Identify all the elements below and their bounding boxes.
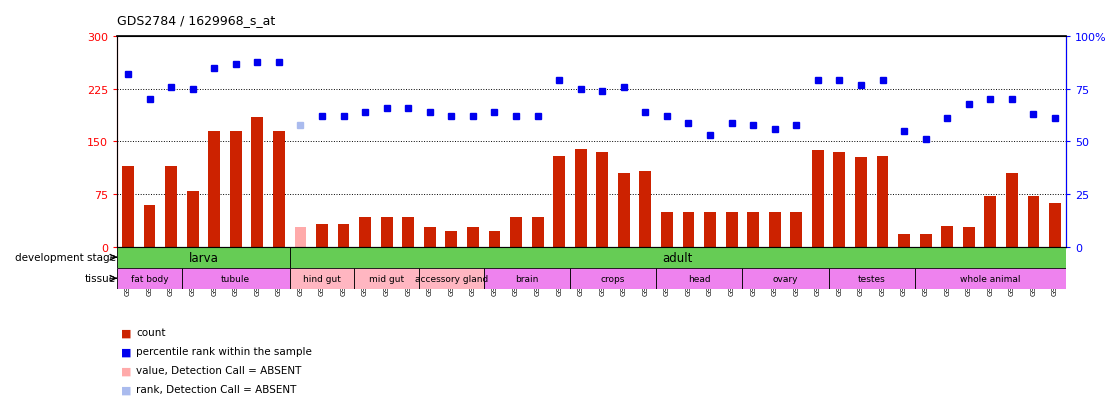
Text: ■: ■ xyxy=(121,385,131,394)
Bar xyxy=(570,268,656,289)
Text: mid gut: mid gut xyxy=(369,274,404,283)
Text: testes: testes xyxy=(858,274,886,283)
Text: whole animal: whole animal xyxy=(960,274,1020,283)
Bar xyxy=(656,268,742,289)
Text: larva: larva xyxy=(189,251,219,264)
Bar xyxy=(920,235,932,247)
Bar xyxy=(117,268,182,289)
Bar xyxy=(1049,204,1061,247)
Text: crops: crops xyxy=(600,274,625,283)
Bar xyxy=(554,156,565,247)
Text: rank, Detection Call = ABSENT: rank, Detection Call = ABSENT xyxy=(136,385,297,394)
Bar xyxy=(531,218,543,247)
Text: ■: ■ xyxy=(121,328,131,337)
Bar xyxy=(230,132,242,247)
Text: hind gut: hind gut xyxy=(304,274,340,283)
Text: brain: brain xyxy=(516,274,539,283)
Bar xyxy=(295,228,307,247)
Bar xyxy=(355,268,418,289)
Bar xyxy=(876,156,888,247)
Bar xyxy=(165,166,177,247)
Bar xyxy=(209,132,220,247)
Bar xyxy=(683,212,694,247)
Bar xyxy=(144,205,155,247)
Text: ■: ■ xyxy=(121,347,131,356)
Text: tissue: tissue xyxy=(85,274,116,284)
Bar xyxy=(290,247,1066,268)
Bar xyxy=(984,197,997,247)
Bar xyxy=(186,191,199,247)
Bar xyxy=(338,225,349,247)
Text: GDS2784 / 1629968_s_at: GDS2784 / 1629968_s_at xyxy=(117,14,276,27)
Bar xyxy=(359,218,371,247)
Bar xyxy=(402,218,414,247)
Bar xyxy=(725,212,738,247)
Bar xyxy=(855,157,867,247)
Text: ■: ■ xyxy=(121,366,131,375)
Bar xyxy=(915,268,1066,289)
Text: tubule: tubule xyxy=(221,274,250,283)
Bar xyxy=(769,212,781,247)
Bar xyxy=(381,218,393,247)
Text: percentile rank within the sample: percentile rank within the sample xyxy=(136,347,312,356)
Bar xyxy=(661,212,673,247)
Bar xyxy=(117,247,290,268)
Bar xyxy=(575,149,587,247)
Bar xyxy=(834,153,845,247)
Bar xyxy=(1006,173,1018,247)
Bar xyxy=(898,235,910,247)
Bar xyxy=(639,171,652,247)
Bar xyxy=(618,173,629,247)
Bar xyxy=(483,268,570,289)
Text: development stage: development stage xyxy=(16,253,116,263)
Bar xyxy=(748,212,759,247)
Bar xyxy=(424,228,435,247)
Text: accessory gland: accessory gland xyxy=(415,274,488,283)
Text: value, Detection Call = ABSENT: value, Detection Call = ABSENT xyxy=(136,366,301,375)
Bar xyxy=(418,268,483,289)
Bar xyxy=(1028,197,1039,247)
Bar xyxy=(251,118,263,247)
Text: adult: adult xyxy=(663,251,693,264)
Bar xyxy=(290,268,355,289)
Bar xyxy=(828,268,915,289)
Text: count: count xyxy=(136,328,165,337)
Text: ovary: ovary xyxy=(772,274,798,283)
Bar xyxy=(466,228,479,247)
Bar xyxy=(510,218,522,247)
Bar xyxy=(963,228,974,247)
Text: fat body: fat body xyxy=(131,274,169,283)
Bar xyxy=(596,153,608,247)
Bar xyxy=(790,212,802,247)
Bar xyxy=(122,166,134,247)
Bar xyxy=(273,132,285,247)
Bar xyxy=(812,150,824,247)
Bar xyxy=(445,232,458,247)
Bar xyxy=(182,268,290,289)
Bar xyxy=(941,226,953,247)
Text: head: head xyxy=(687,274,711,283)
Bar xyxy=(316,225,328,247)
Bar xyxy=(489,232,500,247)
Bar xyxy=(704,212,716,247)
Bar xyxy=(742,268,828,289)
